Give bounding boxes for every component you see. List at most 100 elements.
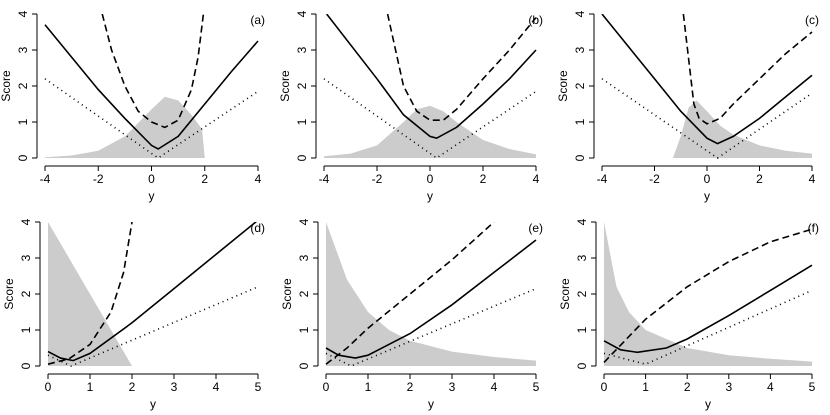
x-tick-label: -2 (93, 172, 104, 186)
y-tick-label: 3 (19, 254, 33, 261)
y-tick-label: 0 (297, 362, 311, 369)
x-tick-label: 4 (809, 172, 816, 186)
x-tick-label: -4 (597, 172, 608, 186)
x-axis-label: y (149, 189, 155, 203)
y-tick-label: 3 (573, 46, 587, 53)
y-tick-label: 2 (575, 290, 589, 297)
x-axis-label: y (427, 189, 433, 203)
y-tick-label: 1 (16, 118, 30, 125)
x-tick-label: 1 (87, 380, 94, 394)
plot-area (325, 222, 537, 367)
y-tick-label: 2 (16, 82, 30, 89)
y-tick-label: 1 (295, 118, 309, 125)
score-curve (47, 222, 258, 362)
y-tick-label: 2 (573, 82, 587, 89)
x-tick-label: 4 (255, 172, 262, 186)
panel: 0 1 2 3 4 5 0 1 2 3 4 y Score (f) (558, 218, 819, 411)
score-curve (601, 14, 813, 145)
y-axis-label: Score (558, 278, 572, 310)
panel-label: (a) (250, 13, 265, 27)
plot-area (601, 14, 813, 159)
x-tick-label: 1 (365, 380, 372, 394)
x-tick-label: 5 (809, 380, 816, 394)
score-curve (325, 222, 495, 365)
x-tick-label: 0 (45, 380, 52, 394)
y-axis-label: Score (556, 70, 570, 102)
x-tick-label: 2 (407, 380, 414, 394)
score-curve (603, 228, 813, 363)
panel: 0 1 2 3 4 5 0 1 2 3 4 y Score (d) (2, 218, 265, 411)
y-tick-label: 4 (575, 218, 589, 225)
y-tick-label: 4 (19, 218, 33, 225)
score-curve (47, 286, 259, 367)
score-curve (386, 14, 537, 121)
y-axis-label: Score (280, 278, 294, 310)
panel: -4 -2 0 2 4 0 1 2 3 4 y Score (b) (278, 10, 543, 203)
panel-label: (d) (250, 221, 265, 235)
y-tick-label: 4 (295, 10, 309, 17)
x-tick-label: -2 (372, 172, 383, 186)
x-tick-label: 5 (533, 380, 540, 394)
x-tick-label: 3 (725, 380, 732, 394)
x-tick-label: 0 (427, 172, 434, 186)
density-area (324, 105, 536, 158)
score-curve (44, 24, 259, 150)
plot-area (47, 222, 259, 367)
x-tick-label: 0 (323, 380, 330, 394)
panel-label: (b) (528, 13, 543, 27)
y-tick-label: 0 (575, 362, 589, 369)
x-tick-label: 2 (480, 172, 487, 186)
y-tick-label: 3 (575, 254, 589, 261)
density-area (45, 96, 258, 158)
x-tick-label: 3 (171, 380, 178, 394)
y-tick-label: 3 (16, 46, 30, 53)
y-tick-label: 1 (573, 118, 587, 125)
plot-area (323, 14, 537, 159)
x-tick-label: 4 (491, 380, 498, 394)
x-tick-label: 4 (533, 172, 540, 186)
x-tick-label: 5 (255, 380, 262, 394)
y-tick-label: 0 (16, 154, 30, 161)
score-curve (47, 222, 133, 365)
x-tick-label: -4 (40, 172, 51, 186)
x-axis-label: y (150, 397, 156, 411)
density-area (604, 222, 812, 366)
score-curve (682, 14, 813, 125)
panel: 0 1 2 3 4 5 0 1 2 3 4 y Score (e) (280, 218, 543, 411)
panel: -4 -2 0 2 4 0 1 2 3 4 y Score (c) (556, 10, 819, 203)
score-curve (326, 14, 537, 140)
y-tick-label: 1 (19, 326, 33, 333)
density-area (672, 100, 812, 158)
score-curve (101, 14, 205, 129)
plot-area (603, 222, 813, 366)
x-tick-label: 4 (213, 380, 220, 394)
score-curve (323, 78, 537, 159)
panel-label: (f) (808, 221, 819, 235)
x-tick-label: 0 (704, 172, 711, 186)
x-axis-label: y (705, 397, 711, 411)
y-axis-label: Score (278, 70, 292, 102)
x-tick-label: 2 (201, 172, 208, 186)
density-area (48, 222, 258, 366)
y-axis-label: Score (2, 278, 16, 310)
y-tick-label: 0 (295, 154, 309, 161)
density-area (326, 222, 536, 366)
y-tick-label: 1 (297, 326, 311, 333)
y-tick-label: 0 (573, 154, 587, 161)
panel: -4 -2 0 2 4 0 1 2 3 4 y Score (a) (0, 10, 265, 203)
y-tick-label: 4 (573, 10, 587, 17)
x-tick-label: 2 (129, 380, 136, 394)
y-tick-label: 4 (297, 218, 311, 225)
y-tick-label: 2 (297, 290, 311, 297)
score-curve (601, 78, 813, 159)
y-tick-label: 4 (16, 10, 30, 17)
score-curve (603, 264, 813, 354)
x-tick-label: 4 (767, 380, 774, 394)
panel-label: (c) (805, 13, 819, 27)
x-axis-label: y (428, 397, 434, 411)
y-tick-label: 1 (575, 326, 589, 333)
y-tick-label: 3 (295, 46, 309, 53)
y-tick-label: 0 (19, 362, 33, 369)
plot-area (44, 14, 259, 159)
